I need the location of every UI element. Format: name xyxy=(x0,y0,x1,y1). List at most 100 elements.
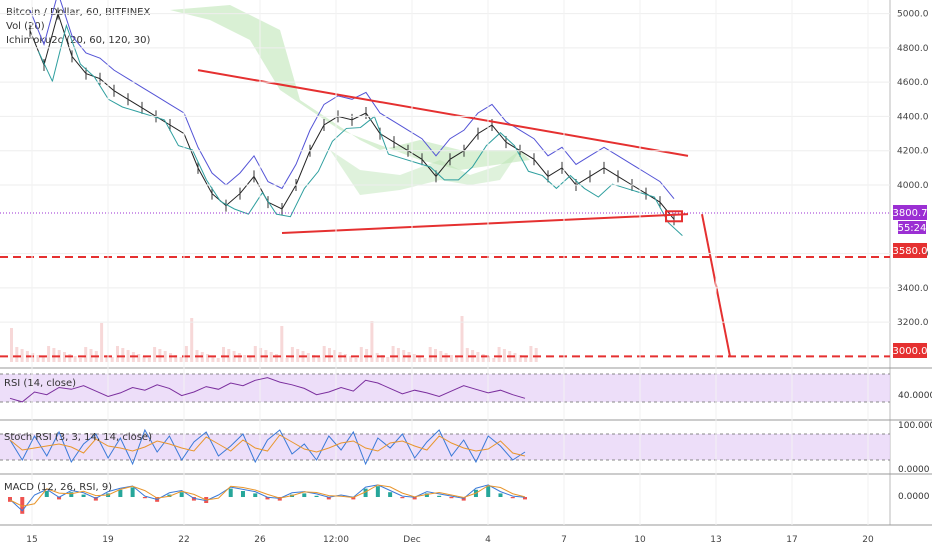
rsi-tick: 40.0000 xyxy=(898,391,932,401)
macd-histogram-bar xyxy=(8,497,12,502)
volume-bar xyxy=(423,358,427,362)
current-price-label: 3800.7 xyxy=(893,208,928,219)
macd-histogram-bar xyxy=(351,497,356,500)
stoch-band xyxy=(0,434,890,460)
time-tick-label: 10 xyxy=(634,535,646,545)
volume-bar xyxy=(444,353,448,362)
price-axis: 5000.04800.04600.04400.04200.04000.03600… xyxy=(0,10,929,328)
volume-bar xyxy=(296,349,300,362)
volume-bar xyxy=(259,348,263,362)
macd-histogram-bar xyxy=(179,492,184,497)
volume-bar xyxy=(169,353,172,362)
volume-bar xyxy=(534,348,538,362)
annotation-layer xyxy=(0,69,890,358)
symbol-title: Bitcoin / Dollar, 60, BITFINEX xyxy=(6,7,151,18)
price-layer xyxy=(0,0,890,362)
volume-bar xyxy=(216,358,220,362)
volume-bar xyxy=(343,354,347,362)
volume-bar xyxy=(116,346,119,362)
price-tick-label: 4600.0 xyxy=(897,78,929,88)
volume-bar xyxy=(253,346,257,362)
volume-bar xyxy=(285,358,289,362)
oscillator-layer xyxy=(8,377,527,514)
stoch-k-line xyxy=(9,428,526,466)
volume-bar xyxy=(349,356,353,362)
volume-bar xyxy=(312,355,316,362)
macd-histogram-bar xyxy=(69,492,74,497)
volume-indicator-label: Vol (20) xyxy=(6,21,45,32)
volume-bar xyxy=(396,348,400,362)
macd-histogram-bar xyxy=(81,494,86,497)
ichimoku-lagging-line xyxy=(37,23,683,236)
macd-histogram-bar xyxy=(449,497,454,499)
rsi-band xyxy=(0,374,890,402)
volume-bar xyxy=(497,347,501,362)
volume-bar xyxy=(243,355,247,362)
macd-histogram-bar xyxy=(57,497,62,500)
volume-bar xyxy=(333,350,337,362)
volume-bar xyxy=(502,349,506,362)
macd-histogram-bar xyxy=(228,488,233,497)
macd-histogram-bar xyxy=(424,493,429,497)
volume-bar xyxy=(15,347,19,362)
stoch-tick-top: 100.0000 xyxy=(898,421,932,431)
volume-bar xyxy=(428,347,432,362)
countdown-badge xyxy=(898,221,926,234)
triangle-lower-trendline xyxy=(281,213,689,234)
time-tick-label: 7 xyxy=(561,535,567,545)
volume-bar xyxy=(269,352,273,362)
macd-histogram-bar xyxy=(400,497,405,499)
volume-bar xyxy=(492,358,496,362)
volume-bar xyxy=(20,349,24,362)
support-2-badge xyxy=(893,343,927,358)
volume-bar xyxy=(455,357,459,362)
volume-bar xyxy=(174,355,178,362)
macd-histogram-bar xyxy=(130,487,135,497)
volume-bar xyxy=(63,352,66,362)
support-2-label: 3000.0 xyxy=(893,346,928,357)
macd-histogram-bar xyxy=(240,491,245,497)
macd-histogram-bar xyxy=(118,489,123,497)
volume-bar xyxy=(248,357,252,362)
volume-bar xyxy=(73,356,77,362)
volume-bar xyxy=(529,346,533,362)
time-tick-label: Dec xyxy=(403,535,420,545)
volume-bar xyxy=(328,348,331,362)
macd-line xyxy=(9,484,526,512)
macd-histogram-bar xyxy=(20,497,25,514)
volume-bar xyxy=(36,355,40,362)
triangle-upper-trendline xyxy=(197,69,689,157)
volume-bar xyxy=(47,346,51,362)
macd-histogram-bar xyxy=(412,497,417,500)
volume-bar xyxy=(31,353,35,362)
stoch-label: Stoch RSI (3, 3, 14, 14, close) xyxy=(4,432,152,443)
volume-bar xyxy=(354,358,358,362)
macd-histogram-bar xyxy=(265,497,270,500)
support-1-label: 3580.0 xyxy=(893,246,928,257)
volume-bar xyxy=(163,351,167,362)
rsi-line xyxy=(9,377,526,403)
volume-bar xyxy=(412,354,416,362)
volume-bar xyxy=(211,356,215,362)
volume-bar xyxy=(418,356,422,362)
volume-bar xyxy=(190,318,194,362)
volume-bar xyxy=(280,326,284,362)
volume-bar xyxy=(126,350,130,362)
volume-bar xyxy=(206,354,210,362)
price-tick-label: 4800.0 xyxy=(897,44,929,54)
time-tick-label: 12:00 xyxy=(323,535,349,545)
volume-bar xyxy=(439,351,443,362)
macd-histogram-bar xyxy=(142,497,147,499)
volume-bar xyxy=(476,352,480,362)
time-tick-label: 20 xyxy=(862,535,874,545)
volume-bar xyxy=(137,354,141,362)
macd-histogram-bar xyxy=(375,486,380,497)
countdown-label: 55:24 xyxy=(898,223,927,234)
volume-bar xyxy=(68,354,72,362)
ichimoku-indicator-label: Ichimoku2c (20, 60, 120, 30) xyxy=(6,35,151,46)
volume-bar xyxy=(317,357,321,362)
volume-bar xyxy=(449,355,453,362)
macd-histogram-bar xyxy=(44,491,49,497)
macd-histogram-bar xyxy=(523,497,527,500)
